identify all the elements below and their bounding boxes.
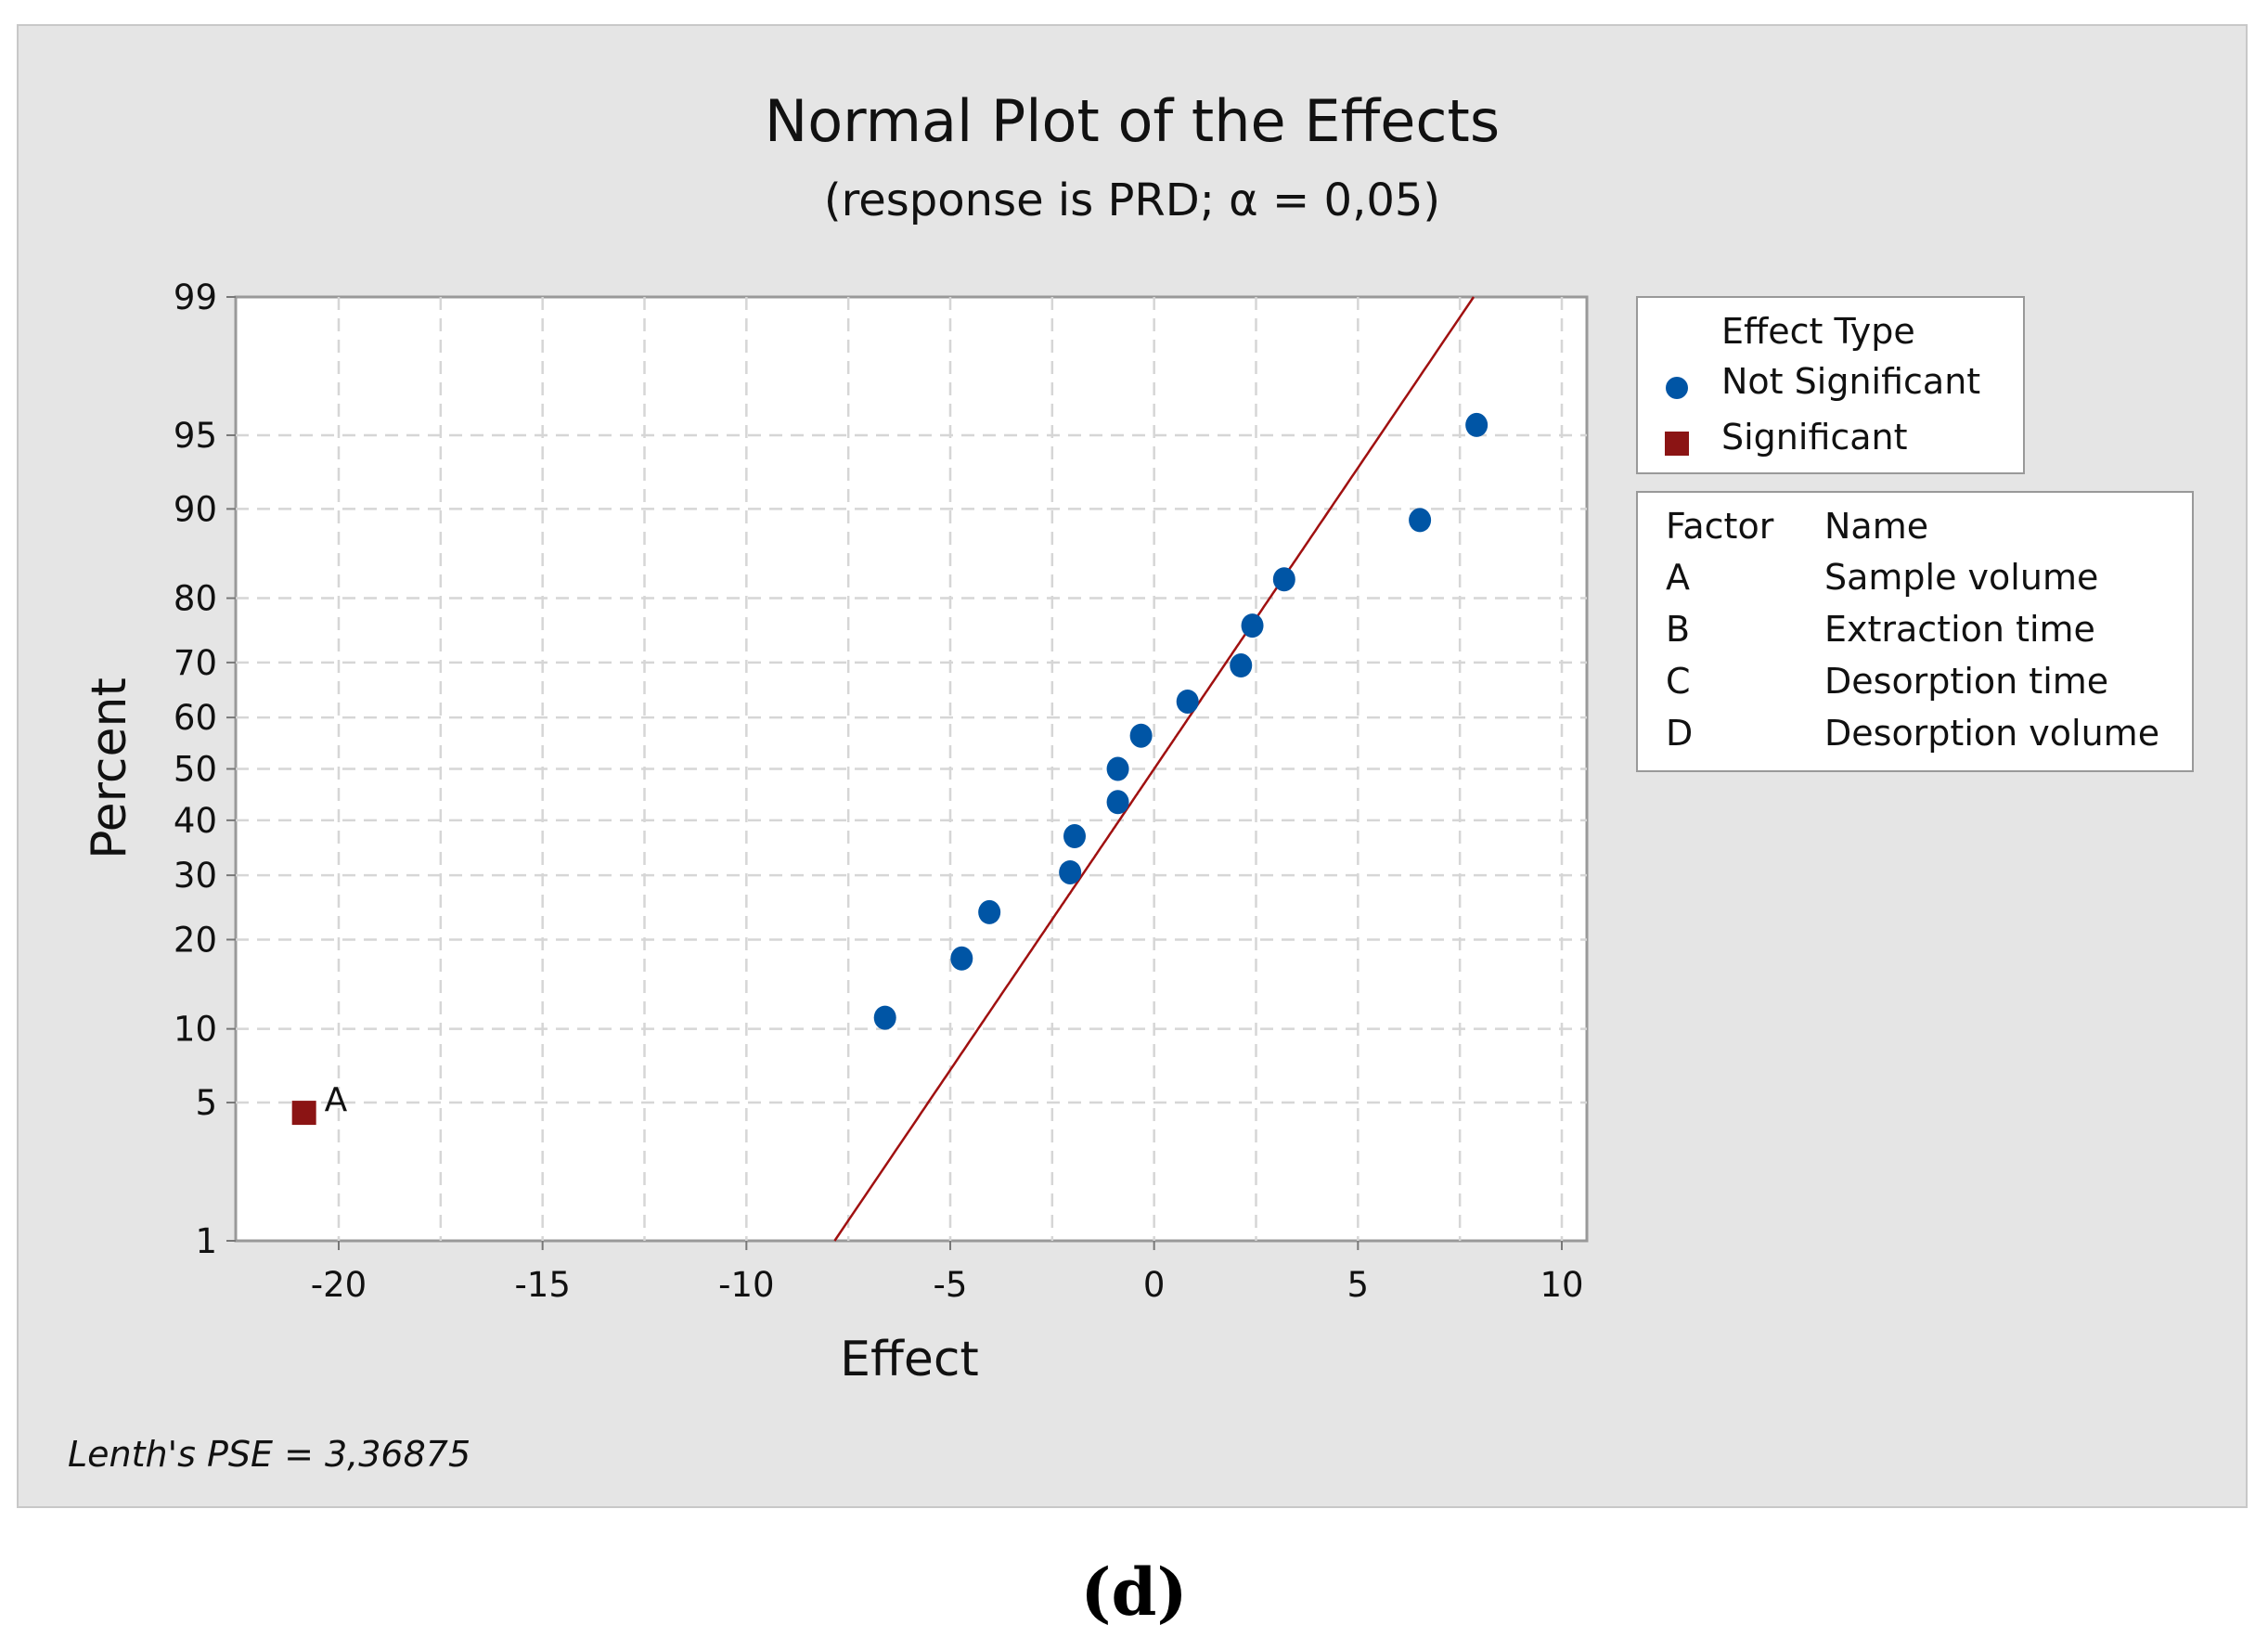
point-not-significant	[1230, 653, 1253, 678]
x-tick-label: -10	[718, 1265, 774, 1305]
factor-table: Factor Name A Sample volume B Extraction ti…	[1636, 491, 2194, 772]
point-not-significant	[1106, 756, 1129, 781]
legend-not-significant-label: Not Significant	[1721, 361, 1980, 402]
chart-title: Normal Plot of the Effects	[765, 87, 1500, 155]
y-tick-label: 90	[174, 489, 217, 529]
y-tick-label: 40	[174, 801, 217, 841]
x-axis-ticks: -20 -15 -10 -5 0 5 10	[311, 1241, 1584, 1305]
factor-code: D	[1666, 713, 1693, 754]
x-tick-label: 10	[1540, 1265, 1583, 1305]
point-not-significant	[1272, 567, 1295, 592]
y-tick-label: 99	[174, 277, 217, 317]
y-tick-label: 80	[174, 579, 217, 619]
y-tick-label: 95	[174, 416, 217, 456]
panel-label: (d)	[1080, 1554, 1187, 1631]
lenth-pse-footnote: Lenth's PSE = 3,36875	[68, 1434, 470, 1475]
y-tick-label: 20	[174, 920, 217, 960]
y-tick-label: 5	[195, 1083, 217, 1123]
factor-code: C	[1666, 661, 1691, 702]
x-tick-label: -15	[514, 1265, 570, 1305]
y-tick-label: 70	[174, 643, 217, 683]
y-tick-label: 30	[174, 856, 217, 896]
point-not-significant	[873, 1005, 896, 1030]
legend-title: Effect Type	[1721, 311, 1915, 352]
x-tick-label: 0	[1143, 1265, 1166, 1305]
point-significant	[291, 1101, 316, 1126]
factor-header: Factor	[1666, 506, 1774, 547]
data-points: A	[291, 412, 1488, 1126]
point-not-significant	[1063, 824, 1086, 849]
factor-code: B	[1666, 609, 1690, 650]
point-not-significant	[1465, 412, 1488, 437]
point-label: A	[325, 1081, 348, 1119]
x-axis-label: Effect	[840, 1332, 979, 1387]
factor-code: A	[1666, 557, 1690, 598]
grid-lines	[236, 297, 1587, 1241]
factor-name: Sample volume	[1824, 557, 2098, 598]
point-not-significant	[1176, 689, 1199, 714]
y-tick-label: 10	[174, 1010, 217, 1050]
point-not-significant	[1409, 508, 1432, 533]
legend-not-significant-marker	[1666, 377, 1688, 399]
point-not-significant	[978, 899, 1001, 924]
chart-subtitle: (response is PRD; α = 0,05)	[824, 174, 1440, 226]
y-axis-ticks: 1 5 10 20 30 40 50 60 70 80 90 95 99	[174, 277, 236, 1261]
x-tick-label: -5	[934, 1265, 968, 1305]
legend-effect-type: Effect Type Not Significant Significant	[1636, 296, 2025, 474]
point-not-significant	[950, 946, 973, 971]
y-axis-label: Percent	[82, 677, 137, 859]
y-tick-label: 50	[174, 750, 217, 790]
factor-name: Extraction time	[1824, 609, 2095, 650]
point-not-significant	[1241, 613, 1264, 638]
legend-significant-marker	[1665, 432, 1689, 456]
x-tick-label: -20	[311, 1265, 367, 1305]
name-header: Name	[1824, 506, 1928, 547]
x-tick-label: 5	[1347, 1265, 1370, 1305]
point-not-significant	[1106, 790, 1129, 815]
factor-name: Desorption time	[1824, 661, 2108, 702]
point-not-significant	[1129, 723, 1153, 748]
y-tick-label: 60	[174, 698, 217, 738]
factor-name: Desorption volume	[1824, 713, 2159, 754]
point-not-significant	[1059, 859, 1082, 884]
y-tick-label: 1	[195, 1221, 217, 1261]
legend-significant-label: Significant	[1721, 417, 1908, 458]
